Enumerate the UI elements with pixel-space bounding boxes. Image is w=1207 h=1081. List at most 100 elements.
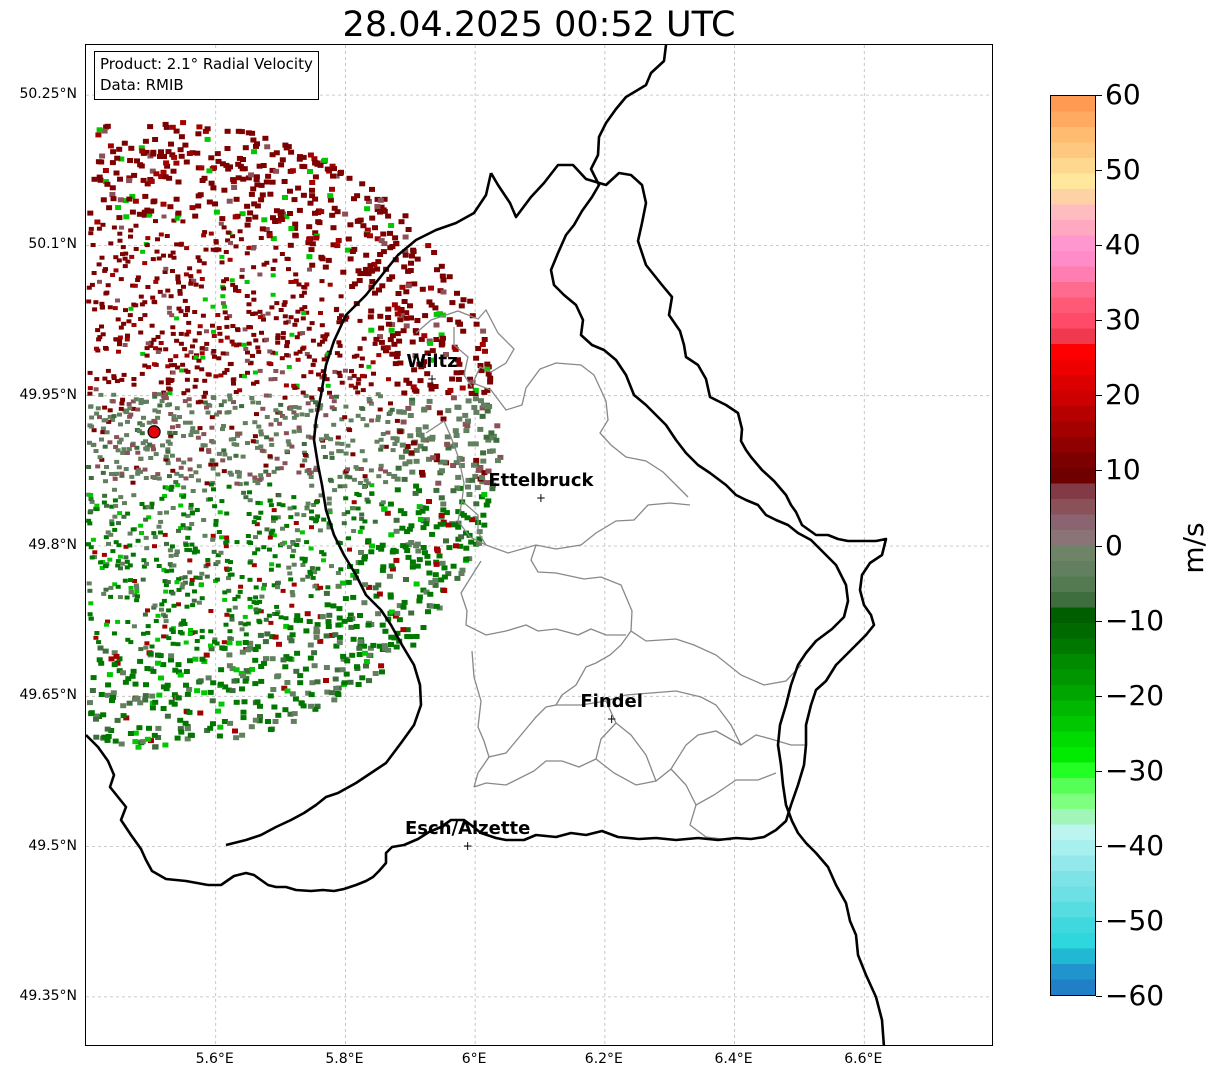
radar-pixel: [110, 149, 117, 155]
radar-pixel: [141, 415, 146, 420]
radar-pixel: [497, 454, 504, 460]
radar-pixel: [219, 260, 225, 265]
radar-pixel: [273, 351, 279, 356]
radar-pixel: [118, 495, 124, 500]
radar-pixel: [376, 591, 383, 597]
radar-pixel: [130, 443, 135, 448]
radar-pixel: [310, 397, 316, 402]
radar-pixel: [102, 648, 109, 654]
radar-pixel: [151, 299, 157, 304]
radar-pixel: [101, 500, 107, 505]
radar-pixel: [174, 406, 180, 411]
radar-pixel: [440, 507, 447, 513]
radar-pixel: [198, 583, 204, 588]
radar-pixel: [312, 584, 318, 589]
radar-pixel: [254, 380, 260, 385]
radar-pixel: [282, 300, 288, 305]
radar-pixel: [441, 588, 448, 593]
radar-pixel: [139, 431, 145, 436]
radar-pixel: [244, 203, 251, 209]
radar-pixel: [194, 365, 200, 370]
radar-pixel: [115, 584, 121, 589]
radar-pixel: [168, 294, 174, 299]
radar-pixel: [294, 318, 299, 323]
radar-pixel: [420, 545, 427, 550]
radar-pixel: [221, 719, 228, 724]
radar-pixel: [366, 584, 373, 590]
radar-pixel: [436, 311, 443, 317]
radar-pixel: [368, 268, 375, 274]
radar-pixel: [170, 468, 176, 473]
radar-pixel: [127, 158, 134, 163]
radar-pixel: [121, 447, 127, 452]
radar-pixel: [223, 622, 229, 627]
radar-pixel: [202, 128, 209, 134]
radar-pixel: [194, 646, 200, 651]
radar-pixel: [150, 257, 156, 262]
radar-pixel: [227, 572, 233, 577]
radar-pixel: [320, 334, 326, 339]
radar-pixel: [227, 164, 233, 170]
radar-pixel: [364, 195, 371, 201]
radar-pixel: [143, 682, 149, 688]
canton-boundary: [670, 768, 732, 841]
radar-pixel: [89, 555, 95, 560]
radar-pixel: [144, 353, 150, 358]
radar-pixel: [216, 530, 222, 534]
radar-pixel: [284, 344, 290, 349]
radar-pixel: [246, 309, 252, 314]
radar-pixel: [193, 355, 199, 360]
radar-pixel: [332, 488, 338, 493]
colorbar-tick: [1096, 996, 1102, 997]
radar-pixel: [199, 571, 205, 576]
radar-pixel: [312, 570, 318, 575]
radar-pixel: [257, 478, 263, 482]
radar-pixel: [259, 192, 266, 198]
radar-pixel: [329, 212, 336, 218]
radar-pixel: [189, 429, 195, 434]
radar-pixel: [221, 448, 227, 453]
radar-pixel: [140, 351, 146, 356]
radar-pixel: [107, 408, 113, 413]
radar-pixel: [230, 177, 237, 183]
radar-pixel: [204, 728, 211, 733]
radar-pixel: [241, 699, 248, 705]
radar-pixel: [155, 725, 162, 731]
radar-pixel: [226, 410, 232, 415]
radar-pixel: [192, 213, 199, 219]
radar-pixel: [138, 163, 145, 169]
radar-pixel: [343, 496, 349, 501]
radar-pixel: [97, 415, 102, 420]
radar-pixel: [86, 581, 92, 586]
radar-pixel: [123, 555, 129, 560]
radar-pixel: [455, 509, 462, 515]
radar-pixel: [328, 690, 335, 696]
radar-pixel: [419, 286, 426, 292]
radar-pixel: [246, 341, 252, 346]
radar-pixel: [398, 454, 405, 460]
radar-pixel: [126, 402, 132, 407]
radar-pixel: [142, 505, 148, 510]
radar-pixel: [155, 409, 161, 414]
radar-pixel: [166, 386, 172, 391]
radar-pixel: [138, 469, 143, 474]
radar-pixel: [357, 318, 363, 323]
radar-pixel: [335, 238, 342, 243]
map-panel[interactable]: [85, 44, 993, 1046]
radar-pixel: [294, 335, 300, 340]
radar-pixel: [355, 413, 361, 418]
radar-pixel: [115, 619, 121, 624]
radar-pixel: [182, 298, 188, 303]
radar-pixel: [236, 474, 242, 479]
radar-pixel: [161, 634, 167, 639]
radar-pixel: [313, 634, 320, 640]
radar-pixel: [102, 493, 108, 498]
radar-pixel: [211, 396, 217, 400]
radar-pixel: [215, 313, 221, 317]
radar-pixel: [87, 370, 93, 375]
radar-pixel: [401, 476, 408, 482]
radar-pixel: [305, 434, 311, 439]
radar-pixel: [270, 267, 276, 271]
radar-pixel: [378, 447, 384, 452]
radar-pixel: [453, 370, 460, 376]
